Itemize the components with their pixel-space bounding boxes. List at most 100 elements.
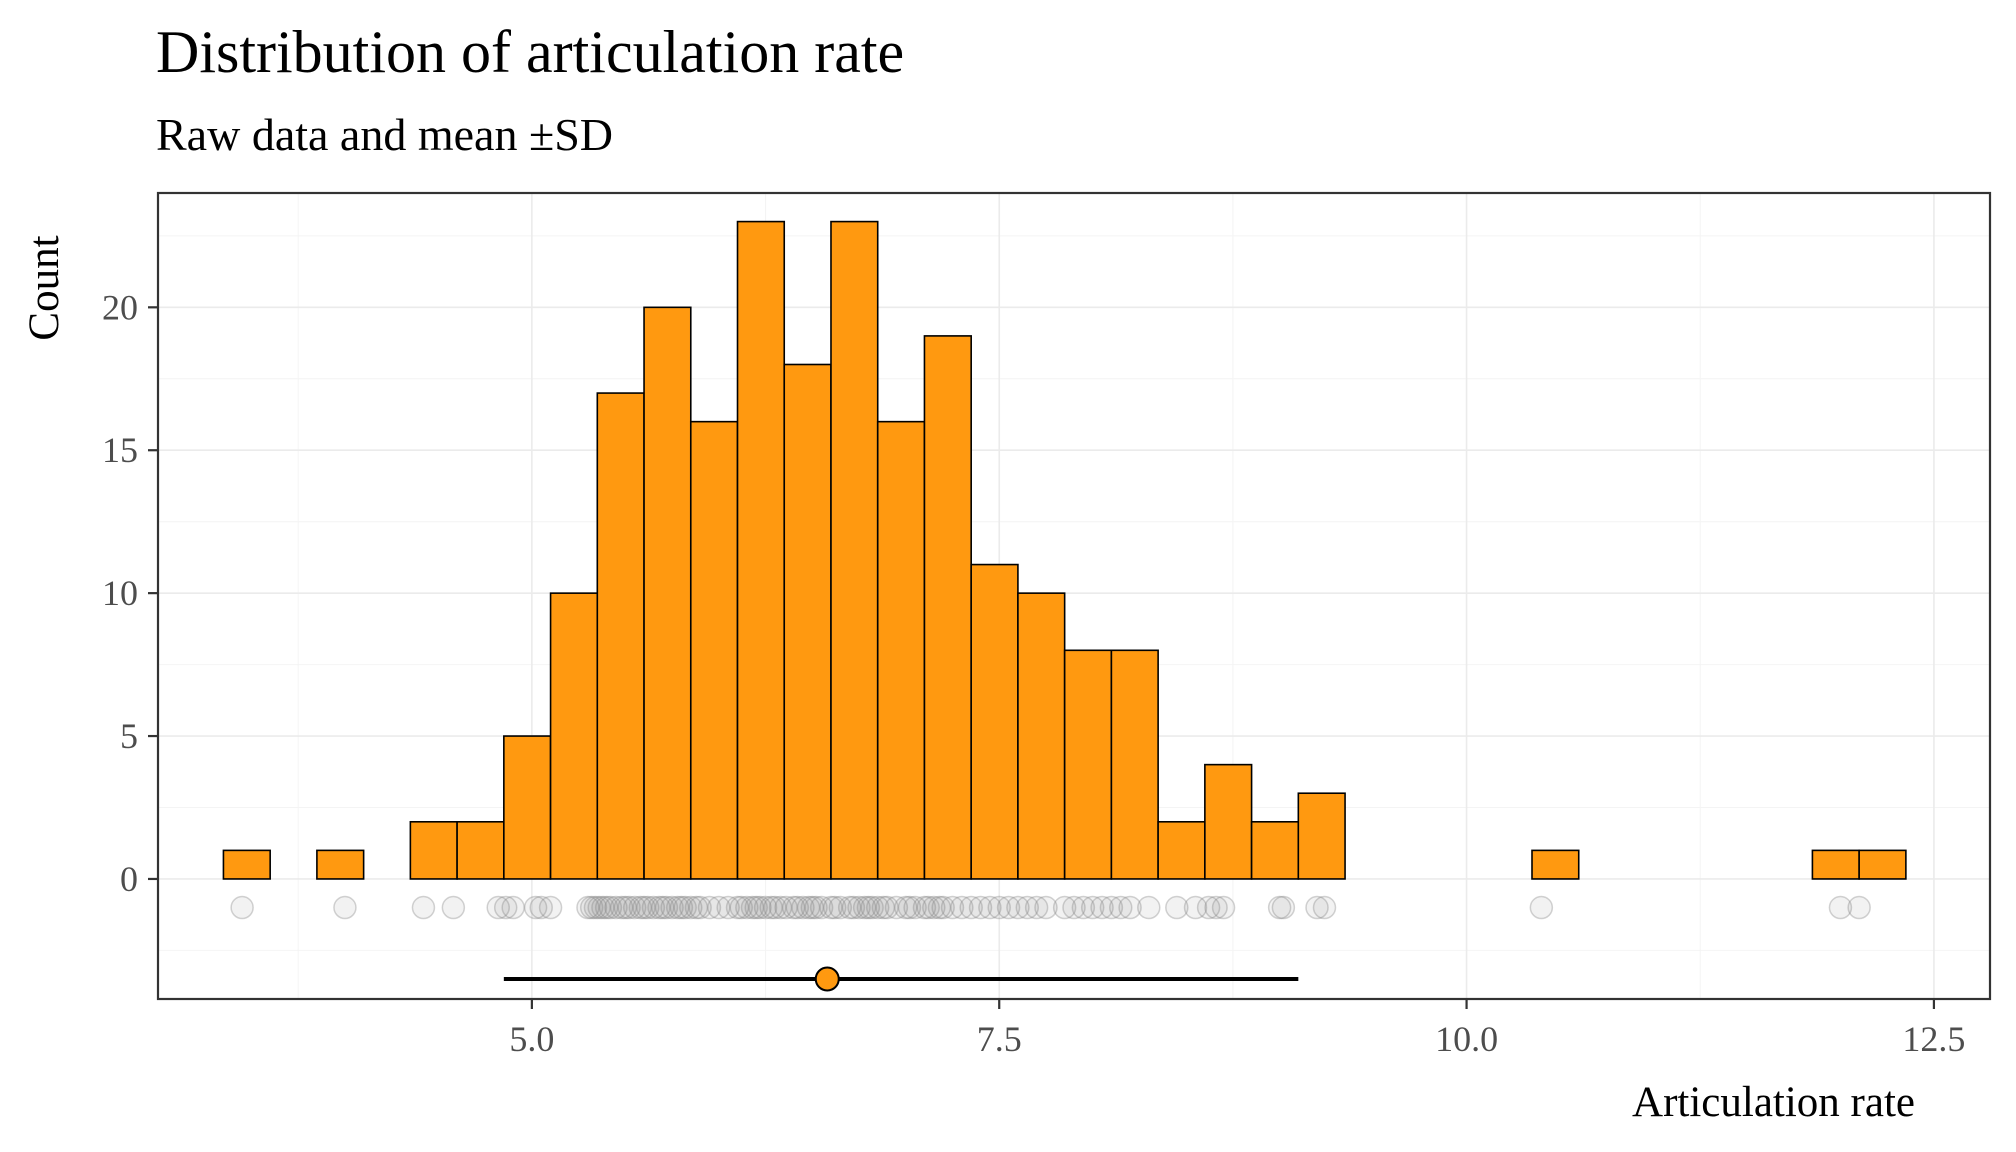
raw-data-point <box>804 895 828 920</box>
chart-subtitle: Raw data and mean ±SD <box>156 109 613 160</box>
raw-data-point <box>884 895 909 920</box>
y-axis-title: Count <box>21 235 68 340</box>
mean-sd-summary <box>503 966 1299 992</box>
raw-data-point <box>847 895 871 920</box>
raw-data-point <box>1204 895 1228 920</box>
y-tick-label: 0 <box>120 859 138 899</box>
raw-data-point <box>809 895 834 920</box>
raw-data-point <box>1099 895 1124 920</box>
raw-data-point <box>768 895 793 920</box>
raw-data-point <box>1137 895 1161 920</box>
x-tick-label: 10.0 <box>1435 1019 1498 1059</box>
raw-data-point <box>1118 895 1142 920</box>
raw-data-point <box>688 895 712 920</box>
histogram-bars <box>222 220 1907 880</box>
raw-data-point <box>501 895 525 920</box>
x-axis: 5.0 7.5 10.0 12.5 <box>509 999 1965 1059</box>
histogram-bar <box>596 392 645 880</box>
histogram-bar <box>736 220 786 880</box>
y-tick-label: 5 <box>120 716 138 756</box>
raw-data-point <box>1080 895 1105 920</box>
raw-data-point <box>538 895 563 920</box>
y-tick-label: 10 <box>102 573 138 613</box>
raw-data-point <box>650 895 675 920</box>
histogram-bar <box>783 363 832 880</box>
raw-data-point <box>1305 895 1329 920</box>
raw-data-point <box>622 895 647 920</box>
raw-data-point <box>613 895 638 920</box>
raw-data-point <box>1196 895 1221 920</box>
raw-data-point <box>774 895 798 920</box>
raw-data-point <box>852 895 877 920</box>
raw-data-point <box>800 895 825 920</box>
raw-data-point <box>968 895 993 920</box>
raw-data-point <box>781 895 806 920</box>
histogram-bar <box>689 420 739 880</box>
raw-data-point <box>641 895 666 920</box>
raw-data-point <box>1090 895 1114 920</box>
raw-data-point <box>632 895 656 920</box>
raw-data-point <box>978 895 1002 920</box>
raw-data-point <box>636 895 660 920</box>
histogram-bar <box>222 849 271 880</box>
histogram-bar <box>1297 792 1346 880</box>
chart-title: Distribution of articulation rate <box>156 19 904 85</box>
raw-data-point <box>791 895 815 920</box>
histogram-bar <box>549 592 599 880</box>
x-tick-label: 12.5 <box>1902 1019 1965 1059</box>
raw-data-point <box>628 895 653 920</box>
raw-data-point <box>785 895 810 920</box>
raw-data-point <box>665 895 690 920</box>
raw-data-point <box>1052 895 1077 920</box>
raw-data-point <box>647 895 671 920</box>
x-axis-title: Articulation rate <box>1632 1079 1915 1126</box>
raw-data-point <box>1847 895 1871 920</box>
raw-data-point <box>1034 895 1058 920</box>
histogram-bar <box>1250 820 1300 880</box>
raw-data-point <box>604 895 628 920</box>
histogram-bar <box>456 820 505 880</box>
histogram-bar <box>316 849 365 880</box>
panel-border <box>156 191 1992 1001</box>
raw-data-point <box>493 895 518 920</box>
histogram-bar <box>970 563 1019 880</box>
histogram-bar <box>1110 649 1159 880</box>
raw-data-point <box>759 895 783 920</box>
raw-data-point <box>959 895 983 920</box>
raw-data-point <box>598 895 623 920</box>
raw-data-point <box>822 895 847 920</box>
raw-data-point <box>333 895 357 920</box>
histogram-bar <box>1063 649 1113 880</box>
histogram-bar <box>409 820 458 880</box>
grid-lines <box>158 193 1990 999</box>
x-tick-label: 7.5 <box>977 1019 1022 1059</box>
x-tick-label: 5.0 <box>509 1019 554 1059</box>
raw-data-point <box>897 895 922 920</box>
raw-data-point <box>583 895 608 920</box>
raw-data-point <box>740 895 765 920</box>
raw-data-point <box>411 895 436 920</box>
raw-data-point <box>753 895 778 920</box>
raw-data-point <box>744 895 768 920</box>
raw-data-point <box>654 895 679 920</box>
raw-data-point <box>871 895 896 920</box>
histogram-bar <box>923 335 972 880</box>
raw-data-point <box>523 895 548 920</box>
raw-data-point <box>1529 895 1554 920</box>
histogram-bar <box>830 220 879 880</box>
raw-data-point <box>707 895 731 920</box>
raw-data-point <box>1267 895 1292 920</box>
raw-data-point <box>1006 895 1030 920</box>
raw-data-point <box>763 895 787 920</box>
y-tick-label: 20 <box>102 287 138 327</box>
raw-data-point <box>860 895 884 920</box>
histogram-bar <box>1204 763 1253 880</box>
raw-data-point <box>912 895 937 920</box>
raw-data-point <box>865 895 890 920</box>
raw-data-point <box>576 895 600 920</box>
raw-data-point <box>922 895 946 920</box>
raw-data-point <box>725 895 750 920</box>
histogram-bar <box>1811 849 1860 880</box>
